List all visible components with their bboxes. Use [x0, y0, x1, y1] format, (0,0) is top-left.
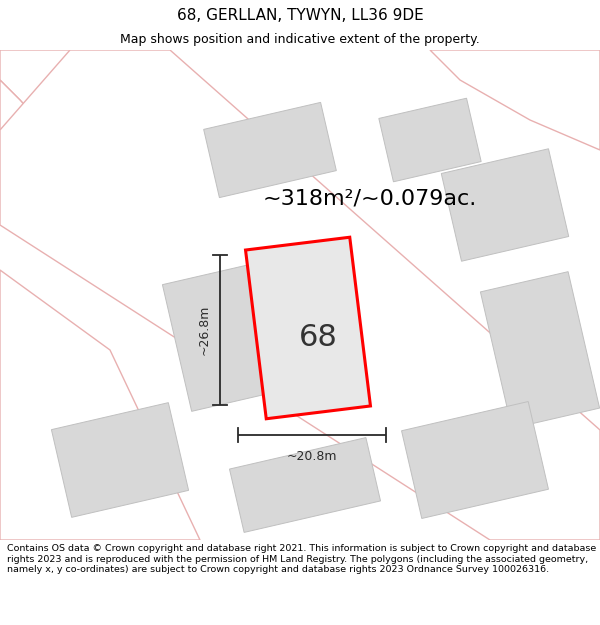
Polygon shape	[401, 401, 548, 519]
Polygon shape	[229, 438, 380, 532]
Polygon shape	[203, 102, 337, 198]
Text: Map shows position and indicative extent of the property.: Map shows position and indicative extent…	[120, 34, 480, 46]
Polygon shape	[0, 50, 600, 540]
Polygon shape	[0, 270, 200, 540]
Polygon shape	[0, 50, 170, 195]
Text: ~318m²/~0.079ac.: ~318m²/~0.079ac.	[263, 188, 477, 208]
Polygon shape	[0, 80, 105, 250]
Polygon shape	[163, 249, 347, 411]
Text: 68: 68	[299, 324, 337, 352]
Polygon shape	[441, 149, 569, 261]
Polygon shape	[430, 50, 600, 150]
Text: ~20.8m: ~20.8m	[287, 451, 337, 464]
Polygon shape	[52, 402, 188, 518]
Polygon shape	[379, 98, 481, 182]
Polygon shape	[481, 272, 599, 428]
Text: ~26.8m: ~26.8m	[197, 305, 211, 355]
Text: 68, GERLLAN, TYWYN, LL36 9DE: 68, GERLLAN, TYWYN, LL36 9DE	[176, 9, 424, 24]
Polygon shape	[245, 238, 370, 419]
Text: Contains OS data © Crown copyright and database right 2021. This information is : Contains OS data © Crown copyright and d…	[7, 544, 596, 574]
